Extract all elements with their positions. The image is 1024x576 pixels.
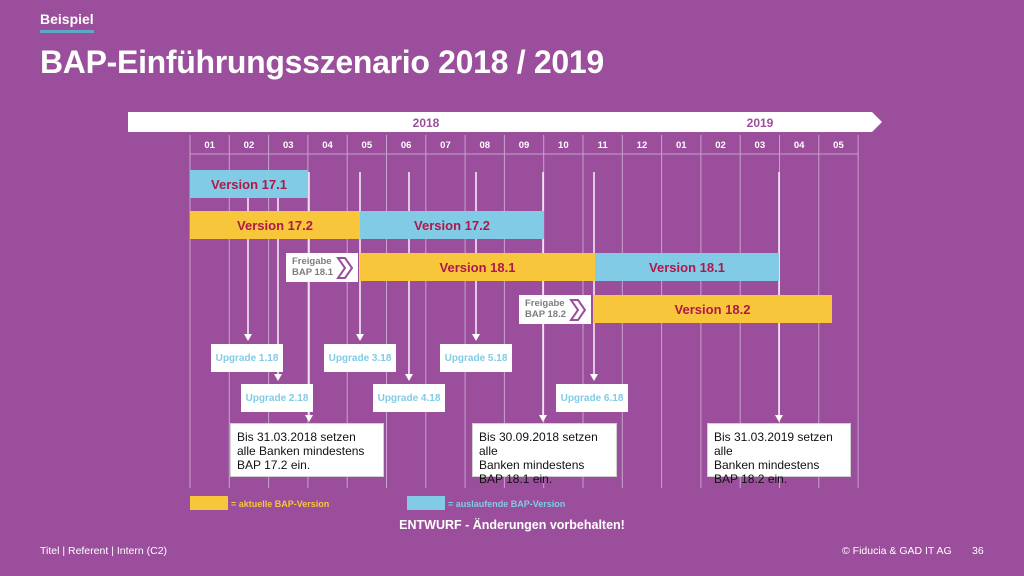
release-box-bap-18-1: Freigabe BAP 18.1	[286, 253, 358, 282]
legend-label-expiring: = auslaufende BAP-Version	[448, 499, 566, 509]
month-label: 03	[283, 140, 294, 151]
note-deadline-2019-03: Bis 31.03.2019 setzen alle Banken mindes…	[707, 423, 851, 486]
page-title: BAP-Einführungsszenario 2018 / 2019	[40, 44, 604, 80]
note-line: Banken mindestens	[479, 458, 585, 472]
year-label-2018: 2018	[413, 116, 440, 130]
note-line: BAP 17.2 ein.	[237, 458, 311, 472]
release-label-line1: Freigabe	[525, 298, 565, 309]
arrow-head-icon	[274, 374, 282, 381]
month-label: 05	[833, 140, 844, 151]
release-label-line1: Freigabe	[292, 256, 332, 267]
month-label: 03	[755, 140, 766, 151]
year-arrow	[128, 112, 882, 132]
bar-version-17-1-expiring: Version 17.1	[190, 170, 308, 198]
note-line: alle Banken mindestens	[237, 444, 365, 458]
note-line: BAP 18.2 ein.	[714, 472, 788, 486]
arrow-head-icon	[539, 415, 547, 422]
month-label: 01	[676, 140, 687, 151]
arrow-head-icon	[244, 334, 252, 341]
release-box-bap-18-2: Freigabe BAP 18.2	[519, 295, 591, 324]
bar-version-18-1-expiring: Version 18.1	[595, 253, 779, 281]
arrow-head-icon	[775, 415, 783, 422]
upgrade-box-4-18: Upgrade 4.18	[373, 384, 445, 412]
upgrade-box-5-18: Upgrade 5.18	[440, 344, 512, 372]
bar-version-18-2-current: Version 18.2	[593, 295, 832, 323]
chevron-right-icon	[336, 257, 354, 279]
month-label: 10	[558, 140, 569, 151]
legend-swatch-current	[190, 496, 228, 510]
month-label: 02	[715, 140, 726, 151]
footer-copyright: © Fiducia & GAD IT AG	[842, 545, 952, 557]
footer-left: Titel | Referent | Intern (C2)	[40, 545, 168, 557]
upgrade-box-2-18: Upgrade 2.18	[241, 384, 313, 412]
arrow-head-icon	[305, 415, 313, 422]
month-label: 11	[598, 140, 609, 151]
month-label: 04	[794, 140, 805, 151]
page-number: 36	[972, 545, 984, 557]
upgrade-box-1-18: Upgrade 1.18	[211, 344, 283, 372]
arrow-head-icon	[356, 334, 364, 341]
note-line: Banken mindestens	[714, 458, 820, 472]
legend-swatch-expiring	[407, 496, 445, 510]
arrow-head-icon	[405, 374, 413, 381]
note-deadline-2018-09: Bis 30.09.2018 setzen alle Banken mindes…	[472, 423, 617, 486]
month-label: 05	[362, 140, 373, 151]
month-label: 06	[401, 140, 412, 151]
month-label: 04	[322, 140, 333, 151]
year-label-2019: 2019	[747, 116, 774, 130]
bar-version-17-2-expiring: Version 17.2	[360, 211, 544, 239]
chevron-right-icon	[569, 299, 587, 321]
draft-notice: ENTWURF - Änderungen vorbehalten!	[399, 518, 625, 532]
arrow-head-icon	[590, 374, 598, 381]
note-line: Bis 30.09.2018 setzen alle	[479, 430, 598, 458]
month-label: 07	[440, 140, 451, 151]
month-label: 01	[204, 140, 215, 151]
release-label-line2: BAP 18.2	[525, 309, 567, 320]
bar-version-18-1-current: Version 18.1	[360, 253, 595, 281]
note-deadline-2018-03: Bis 31.03.2018 setzen alle Banken mindes…	[230, 423, 384, 477]
note-line: Bis 31.03.2019 setzen alle	[714, 430, 833, 458]
note-line: Bis 31.03.2018 setzen	[237, 430, 356, 444]
bar-version-17-2-current: Version 17.2	[190, 211, 360, 239]
note-line: BAP 18.1 ein.	[479, 472, 553, 486]
upgrade-box-6-18: Upgrade 6.18	[556, 384, 628, 412]
arrow-head-icon	[472, 334, 480, 341]
month-label: 02	[244, 140, 255, 151]
example-tag: Beispiel	[40, 11, 94, 33]
month-label: 12	[637, 140, 648, 151]
month-label: 08	[479, 140, 490, 151]
month-label: 09	[519, 140, 530, 151]
release-label-line2: BAP 18.1	[292, 267, 334, 278]
legend-label-current: = aktuelle BAP-Version	[231, 499, 330, 509]
upgrade-box-3-18: Upgrade 3.18	[324, 344, 396, 372]
